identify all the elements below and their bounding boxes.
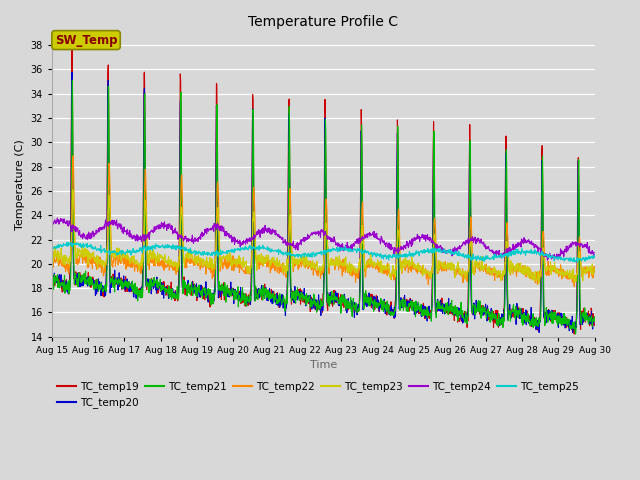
TC_temp25 xyxy=(527,250,534,255)
TC_temp24 xyxy=(479,240,486,246)
TC_temp21 xyxy=(230,289,237,295)
TC_temp19 xyxy=(68,47,76,53)
TC_temp19 xyxy=(479,304,486,310)
TC_temp19 xyxy=(527,314,534,320)
TC_temp21 xyxy=(68,77,76,83)
TC_temp20 xyxy=(230,300,237,306)
TC_temp21 xyxy=(591,314,598,320)
Line: TC_temp20: TC_temp20 xyxy=(52,72,595,333)
TC_temp22 xyxy=(230,268,237,274)
TC_temp23 xyxy=(169,262,177,267)
TC_temp19 xyxy=(408,302,415,308)
TC_temp21 xyxy=(479,303,486,309)
TC_temp25 xyxy=(591,252,598,258)
TC_temp21 xyxy=(169,293,177,299)
TC_temp19 xyxy=(591,321,598,326)
Line: TC_temp24: TC_temp24 xyxy=(52,218,595,260)
TC_temp23 xyxy=(156,252,164,257)
Line: TC_temp19: TC_temp19 xyxy=(52,50,595,334)
TC_temp20 xyxy=(535,330,543,336)
TC_temp23 xyxy=(48,248,56,254)
TC_temp22 xyxy=(527,266,534,272)
TC_temp23 xyxy=(69,187,77,192)
TC_temp23 xyxy=(408,254,415,260)
TC_temp25 xyxy=(48,246,56,252)
TC_temp19 xyxy=(169,290,177,296)
TC_temp22 xyxy=(479,263,486,269)
TC_temp25 xyxy=(479,255,486,261)
TC_temp21 xyxy=(48,267,56,273)
TC_temp22 xyxy=(69,153,77,158)
TC_temp20 xyxy=(169,289,177,295)
TC_temp23 xyxy=(527,268,534,274)
TC_temp25 xyxy=(169,246,177,252)
Line: TC_temp25: TC_temp25 xyxy=(52,242,595,263)
TC_temp20 xyxy=(156,282,164,288)
TC_temp19 xyxy=(156,282,164,288)
TC_temp21 xyxy=(408,302,415,308)
Title: Temperature Profile C: Temperature Profile C xyxy=(248,15,398,29)
Y-axis label: Temperature (C): Temperature (C) xyxy=(15,140,25,230)
TC_temp24 xyxy=(543,257,551,263)
TC_temp24 xyxy=(54,215,61,221)
TC_temp22 xyxy=(570,284,578,289)
TC_temp20 xyxy=(408,301,415,307)
TC_temp23 xyxy=(591,265,598,271)
TC_temp22 xyxy=(156,263,164,268)
TC_temp19 xyxy=(230,290,237,296)
TC_temp24 xyxy=(230,238,237,243)
TC_temp24 xyxy=(591,254,598,260)
TC_temp23 xyxy=(535,281,543,287)
Line: TC_temp21: TC_temp21 xyxy=(52,80,595,334)
TC_temp25 xyxy=(156,245,164,251)
TC_temp25 xyxy=(65,239,72,245)
TC_temp24 xyxy=(48,221,56,227)
TC_temp20 xyxy=(48,285,56,291)
TC_temp22 xyxy=(591,269,598,275)
TC_temp19 xyxy=(48,269,56,275)
TC_temp24 xyxy=(527,239,534,245)
TC_temp21 xyxy=(572,331,579,337)
TC_temp21 xyxy=(527,318,534,324)
TC_temp22 xyxy=(48,258,56,264)
TC_temp19 xyxy=(570,331,578,337)
TC_temp22 xyxy=(408,263,415,269)
Legend: TC_temp19, TC_temp20, TC_temp21, TC_temp22, TC_temp23, TC_temp24, TC_temp25: TC_temp19, TC_temp20, TC_temp21, TC_temp… xyxy=(58,382,579,408)
TC_temp22 xyxy=(169,267,177,273)
TC_temp20 xyxy=(68,69,76,75)
TC_temp24 xyxy=(408,237,415,242)
X-axis label: Time: Time xyxy=(310,360,337,370)
Line: TC_temp23: TC_temp23 xyxy=(52,190,595,284)
TC_temp20 xyxy=(527,319,534,325)
TC_temp25 xyxy=(230,247,237,253)
TC_temp23 xyxy=(230,260,237,266)
TC_temp21 xyxy=(156,281,164,287)
TC_temp24 xyxy=(156,225,164,231)
TC_temp25 xyxy=(573,260,581,265)
TC_temp23 xyxy=(479,263,486,268)
TC_temp20 xyxy=(479,304,486,310)
TC_temp24 xyxy=(169,228,177,233)
Line: TC_temp22: TC_temp22 xyxy=(52,156,595,287)
Text: SW_Temp: SW_Temp xyxy=(55,34,117,47)
TC_temp20 xyxy=(591,319,598,324)
TC_temp25 xyxy=(408,252,415,257)
